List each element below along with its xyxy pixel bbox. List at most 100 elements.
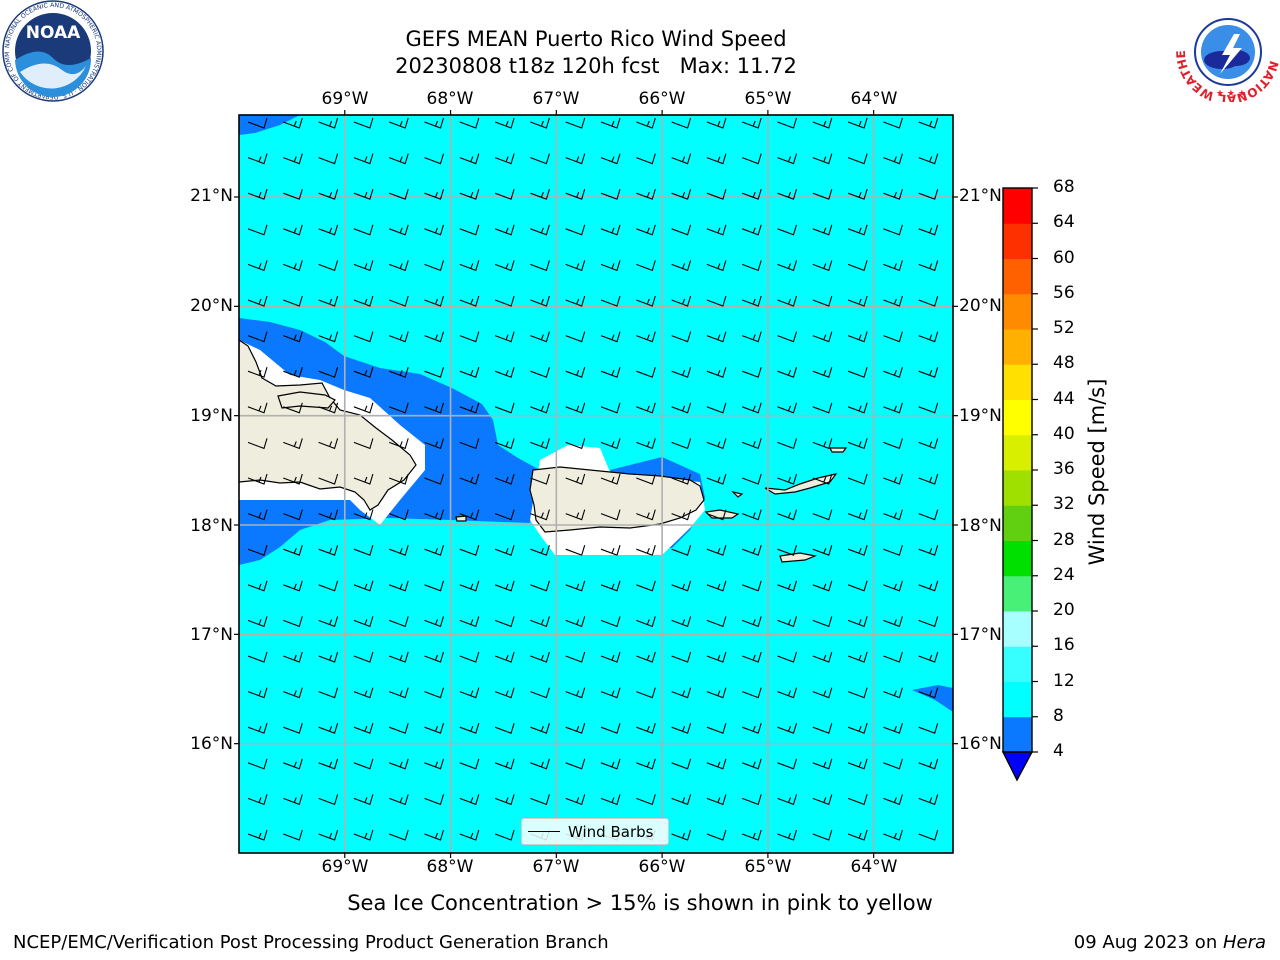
- wind-barb: [530, 402, 550, 414]
- wind-barb: [812, 295, 833, 307]
- wind-barb: [636, 509, 656, 521]
- wind-barb: [671, 189, 692, 200]
- wind-barb: [318, 723, 339, 734]
- wind-barb: [742, 473, 762, 485]
- wind-barb: [459, 545, 480, 556]
- wind-barb: [742, 295, 762, 307]
- wind-barb: [494, 509, 515, 521]
- wind-barb: [353, 473, 374, 485]
- wind-barb: [318, 331, 339, 343]
- colorbar-tick-label: 12: [1053, 670, 1075, 691]
- wind-barb: [777, 189, 798, 200]
- wind-barb: [671, 331, 692, 343]
- wind-barb: [565, 367, 586, 378]
- wind-barb: [777, 224, 798, 236]
- wind-barb: [565, 758, 586, 770]
- wind-barb: [494, 189, 515, 200]
- wind-barb: [742, 331, 762, 343]
- wind-barb: [283, 829, 303, 841]
- wind-barb: [283, 687, 303, 699]
- wind-barb: [706, 509, 727, 521]
- wind-barb: [918, 473, 939, 485]
- wind-barb: [283, 402, 303, 414]
- wind-barb: [283, 473, 303, 485]
- wind-barb: [600, 153, 621, 165]
- wind-barb: [847, 758, 868, 770]
- wind-barb: [671, 829, 692, 841]
- wind-barb: [494, 616, 515, 628]
- wind-barb: [777, 260, 798, 272]
- wind-barb: [424, 580, 445, 592]
- wind-barb: [389, 260, 409, 272]
- wind-barb: [777, 509, 798, 521]
- wind-barb: [353, 331, 374, 343]
- wind-barb: [459, 758, 480, 770]
- lon-label-bottom-67w: 67°W: [532, 857, 580, 877]
- wind-barb: [247, 224, 268, 236]
- wind-barb: [706, 616, 727, 628]
- wind-barb: [600, 651, 621, 663]
- lon-label-top-67w: 67°W: [532, 89, 580, 109]
- wind-barb: [459, 331, 480, 343]
- wind-barb: [636, 723, 656, 734]
- wind-barb: [389, 829, 409, 841]
- wind-barb: [565, 189, 586, 200]
- wind-barb: [389, 473, 409, 485]
- wind-barb: [247, 723, 268, 734]
- wind-barb: [494, 117, 515, 129]
- wind-barb: [636, 331, 656, 343]
- wind-barb: [530, 545, 550, 556]
- wind-barb: [883, 260, 903, 272]
- wind-barb: [812, 580, 833, 592]
- wind-barb: [671, 687, 692, 699]
- wind-barb: [389, 545, 409, 556]
- wind-barb: [530, 224, 550, 236]
- wind-barb: [636, 117, 656, 129]
- wind-barb: [389, 402, 409, 414]
- colorbar-segments: [1003, 188, 1032, 753]
- wind-barb: [353, 829, 374, 841]
- wind-barb: [424, 829, 445, 841]
- wind-barb: [247, 473, 268, 485]
- wind-barb: [565, 153, 586, 165]
- wind-barb: [459, 723, 480, 734]
- wind-barb: [812, 331, 833, 343]
- wind-barb: [247, 580, 268, 592]
- wind-barb: [742, 580, 762, 592]
- wind-barb: [247, 687, 268, 699]
- wind-barb: [883, 402, 903, 414]
- wind-barb: [530, 260, 550, 272]
- wind-barb: [777, 438, 798, 450]
- wind-barb: [706, 473, 727, 485]
- wind-barb: [812, 616, 833, 628]
- wind-barb: [247, 794, 268, 806]
- wind-barb: [847, 651, 868, 663]
- wind-barb: [424, 438, 445, 450]
- wind-barb: [600, 117, 621, 129]
- wind-barb: [918, 758, 939, 770]
- lon-label-bottom-64w: 64°W: [850, 857, 898, 877]
- colorbar-tick-label: 52: [1053, 318, 1075, 338]
- island-small-east: [829, 447, 848, 453]
- wind-barb: [706, 189, 727, 200]
- wind-barb: [847, 260, 868, 272]
- wind-barb: [883, 794, 903, 806]
- colorbar-tick-label: 48: [1053, 353, 1075, 374]
- wind-barb: [918, 438, 939, 450]
- wind-barb: [847, 117, 868, 129]
- wind-barb: [671, 367, 692, 378]
- wind-barb: [494, 224, 515, 236]
- wind-barb: [636, 545, 656, 556]
- lat-label-right-16n: 16°N: [959, 734, 1002, 754]
- svg-text:★ ★ ★: ★ ★ ★: [1216, 89, 1246, 99]
- wind-barb: [353, 117, 374, 129]
- wind-barb: [671, 402, 692, 414]
- wind-barb: [459, 402, 480, 414]
- wind-barb: [318, 545, 339, 556]
- wind-barb: [565, 616, 586, 628]
- wind-barb: [742, 189, 762, 200]
- wind-barb: [600, 295, 621, 307]
- wind-barb: [494, 723, 515, 734]
- wind-barb: [389, 189, 409, 200]
